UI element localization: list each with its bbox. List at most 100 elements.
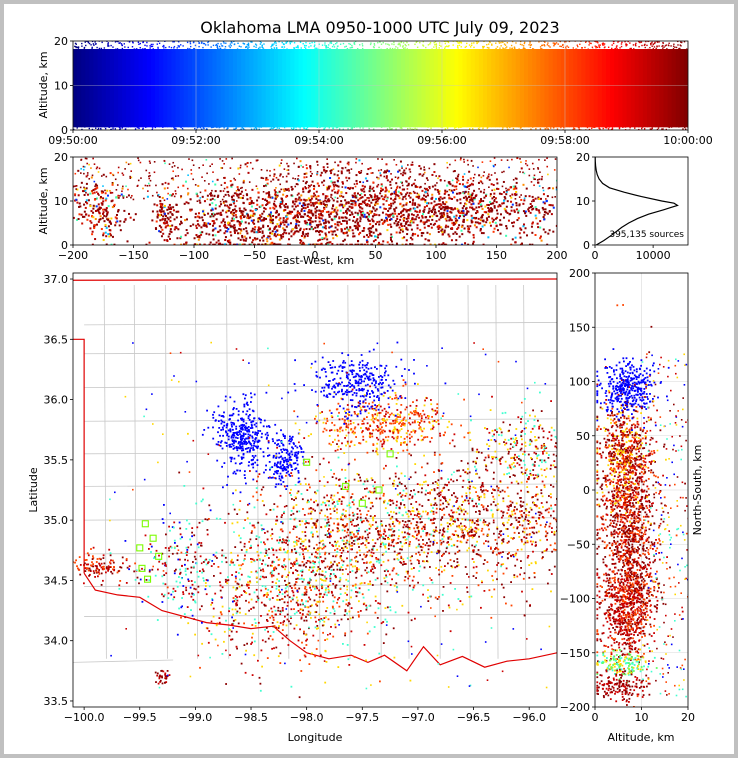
time-altitude-point — [157, 46, 159, 49]
east-west-point — [271, 196, 274, 199]
county-boundary — [256, 285, 260, 659]
east-west-point — [468, 201, 471, 204]
east-west-point — [423, 206, 426, 209]
time-altitude-point — [259, 46, 261, 49]
east-west-point — [475, 226, 478, 229]
east-west-point — [434, 184, 437, 187]
east-west-point — [304, 204, 307, 207]
east-west-point — [196, 219, 199, 222]
time-altitude-point — [237, 125, 240, 128]
time-altitude-point — [470, 44, 473, 46]
east-west-point — [411, 218, 414, 221]
east-west-point — [299, 155, 301, 157]
time-altitude-point — [230, 51, 233, 53]
time-altitude-point — [336, 42, 338, 44]
time-altitude-point — [505, 47, 507, 49]
time-altitude-point — [626, 44, 628, 46]
time-altitude-band — [560, 49, 566, 128]
east-west-point — [256, 199, 259, 202]
east-west-point — [242, 228, 245, 231]
time-altitude-point — [446, 127, 449, 129]
time-altitude-point — [579, 43, 581, 46]
east-west-point — [459, 212, 462, 215]
east-west-point — [82, 165, 85, 168]
east-west-point — [239, 232, 242, 235]
time-altitude-point — [350, 46, 353, 49]
east-west-point — [336, 197, 339, 200]
time-altitude-point — [104, 126, 106, 128]
east-west-point — [75, 188, 77, 190]
east-west-point — [230, 211, 233, 214]
plan-view-point — [359, 509, 361, 512]
east-west-point — [269, 243, 272, 245]
east-west-point — [420, 219, 423, 222]
plan-view-point — [359, 536, 361, 539]
east-west-point — [311, 214, 314, 217]
east-west-point — [195, 224, 198, 227]
east-west-point — [281, 199, 284, 202]
time-altitude-point — [333, 125, 336, 127]
time-altitude-point — [332, 127, 335, 130]
east-west-point — [192, 164, 195, 167]
time-altitude-point — [603, 43, 606, 45]
plan-view-point — [336, 503, 339, 505]
east-west-point — [212, 238, 215, 241]
east-west-point — [398, 186, 401, 189]
east-west-point — [406, 191, 409, 194]
time-altitude-point — [412, 51, 415, 54]
east-west-point — [98, 208, 101, 211]
time-altitude-point — [218, 124, 220, 127]
east-west-point — [312, 204, 315, 207]
east-west-point — [278, 218, 281, 221]
time-altitude-band — [138, 49, 144, 128]
east-west-point — [369, 210, 372, 213]
east-west-point — [463, 161, 465, 163]
east-west-point — [348, 172, 351, 174]
plan-view-point — [307, 435, 310, 437]
east-west-point — [224, 230, 227, 233]
east-west-point — [93, 227, 96, 230]
time-altitude-point — [230, 41, 232, 43]
east-west-point — [110, 243, 113, 245]
east-west-point — [64, 214, 66, 216]
east-west-point — [226, 209, 229, 212]
east-west-point — [159, 202, 162, 205]
time-altitude-point — [333, 46, 336, 48]
time-altitude-point — [444, 42, 447, 45]
plan-view-point — [357, 614, 360, 617]
east-west-point — [477, 166, 479, 169]
east-west-point — [406, 184, 408, 187]
east-west-point — [197, 238, 200, 241]
time-altitude-point — [339, 43, 342, 45]
time-altitude-point — [494, 48, 496, 51]
east-west-point — [295, 218, 298, 221]
east-west-point — [407, 209, 410, 212]
east-west-point — [172, 170, 175, 173]
time-altitude-point — [387, 50, 390, 53]
time-altitude-point — [88, 42, 91, 45]
east-west-point — [334, 233, 337, 236]
east-west-point — [384, 170, 386, 172]
east-west-point — [233, 202, 236, 205]
time-altitude-point — [641, 127, 643, 130]
plan-view-point — [329, 531, 332, 533]
time-altitude-band — [85, 49, 90, 128]
east-west-point — [158, 230, 161, 233]
east-west-point — [377, 177, 380, 180]
plan-view-point — [375, 560, 378, 563]
east-west-point — [414, 184, 417, 187]
plan-view-point — [378, 561, 381, 564]
east-west-point — [90, 210, 93, 213]
east-west-point — [275, 196, 278, 199]
east-west-point — [230, 203, 233, 206]
east-west-point — [437, 210, 440, 213]
time-altitude-band — [622, 49, 628, 128]
east-west-point — [305, 176, 308, 178]
east-west-point — [266, 202, 269, 205]
east-west-point — [210, 194, 213, 197]
east-west-point — [202, 164, 204, 166]
east-west-point — [460, 229, 463, 232]
east-west-point — [469, 206, 472, 209]
east-west-point — [437, 177, 439, 180]
time-altitude-point — [397, 43, 399, 46]
